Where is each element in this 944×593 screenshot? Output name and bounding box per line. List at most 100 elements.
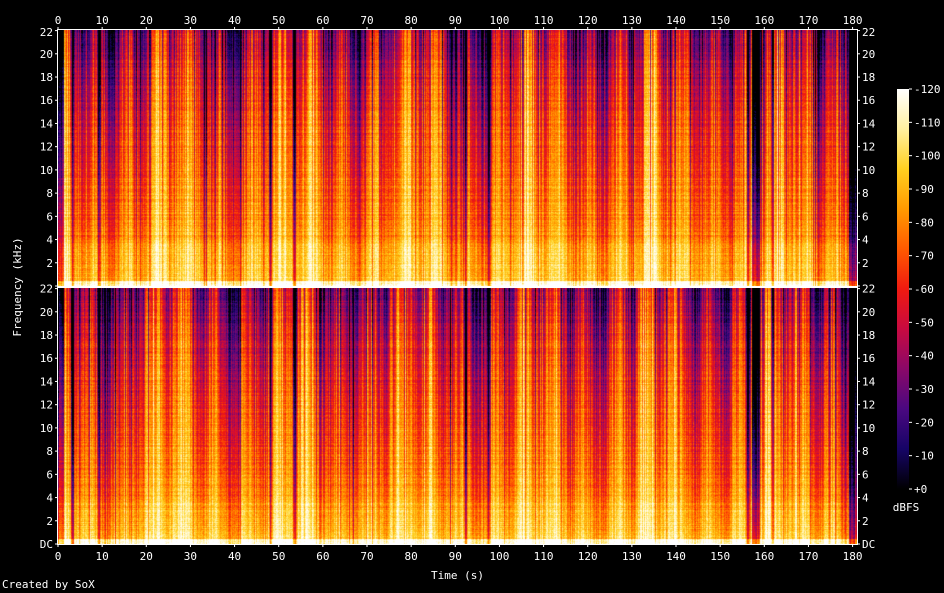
- channel-2-heatmap: [58, 288, 857, 544]
- y-tick-label: 8: [862, 187, 869, 200]
- y-tick-label: 2: [46, 515, 53, 528]
- y-tick-label: 4: [46, 234, 53, 247]
- colorbar: +0 -10 -20 -30 -40 -50 -60 -70 -80 -90 -100 -110 -12…: [893, 83, 941, 514]
- y-tick-label: 4: [46, 492, 53, 505]
- colorbar-tick-label: -110: [914, 116, 941, 129]
- y-tick-label: 12: [40, 141, 53, 154]
- credit-text: Created by SoX: [2, 578, 95, 591]
- y-tick-label: 10: [862, 422, 875, 435]
- y-tick-label: 12: [862, 141, 875, 154]
- y-tick-label: 14: [862, 117, 876, 130]
- y-tick-label: DC: [862, 538, 875, 551]
- x-tick-label: 180: [843, 550, 863, 563]
- y-tick-label: 16: [40, 94, 53, 107]
- channel-1-panel: [55, 29, 860, 287]
- colorbar-tick-label: -60: [914, 283, 934, 296]
- x-tick-label: 140: [666, 550, 686, 563]
- y-tick-label: 20: [862, 48, 875, 61]
- x-tick-label: 150: [710, 14, 730, 27]
- y-tick-label: 18: [40, 329, 53, 342]
- x-tick-label: 90: [449, 550, 462, 563]
- y-tick-label: 8: [862, 445, 869, 458]
- x-tick-label: 130: [622, 550, 642, 563]
- channel-1-heatmap: [58, 30, 857, 286]
- y-tick-label: 20: [40, 48, 53, 61]
- colorbar-tick-label: -90: [914, 183, 934, 196]
- y-tick-label: 22: [40, 283, 53, 296]
- x-tick-label: 90: [449, 14, 462, 27]
- x-tick-label: 30: [184, 14, 197, 27]
- y-axis-label: Frequency (kHz): [11, 237, 24, 336]
- y-tick-label: 14: [40, 117, 54, 130]
- colorbar-tick-label: -80: [914, 216, 934, 229]
- y-tick-label: 10: [40, 422, 53, 435]
- x-tick-label: 180: [843, 14, 863, 27]
- y-tick-label: 10: [862, 164, 875, 177]
- x-tick-label: 20: [140, 550, 153, 563]
- y-tick-label: 6: [46, 210, 53, 223]
- y-tick-label: 8: [46, 187, 53, 200]
- colorbar-gradient: [897, 89, 909, 489]
- x-tick-label: 130: [622, 14, 642, 27]
- y-tick-label: 14: [40, 375, 54, 388]
- x-tick-label: 40: [228, 14, 241, 27]
- y-tick-label: 6: [46, 468, 53, 481]
- x-tick-label: 20: [140, 14, 153, 27]
- x-tick-label: 120: [578, 14, 598, 27]
- channel-2-panel: [55, 287, 860, 545]
- x-tick-label: 60: [316, 550, 329, 563]
- x-tick-label: 110: [534, 550, 554, 563]
- colorbar-tick-label: -30: [914, 383, 934, 396]
- y-tick-label: 20: [40, 306, 53, 319]
- channel-2-frame: [57, 287, 858, 545]
- x-axis-label: Time (s): [431, 569, 484, 582]
- colorbar-tick-label: +0: [914, 483, 927, 496]
- x-tick-label: 60: [316, 14, 329, 27]
- x-tick-label: 120: [578, 550, 598, 563]
- y-tick-label: 20: [862, 306, 875, 319]
- y-tick-label: 4: [862, 234, 869, 247]
- x-tick-label: 0: [55, 550, 62, 563]
- colorbar-tick-label: -70: [914, 250, 934, 263]
- colorbar-tick-label: -10: [914, 450, 934, 463]
- y-tick-label: 22: [862, 26, 875, 39]
- x-tick-labels-top: 0 10 20 30 40 50 60 70 80 90 100 110 120 130 140 150 160…: [55, 14, 863, 30]
- y-tick-label: 8: [46, 445, 53, 458]
- x-tick-label: 30: [184, 550, 197, 563]
- x-tick-label: 50: [272, 14, 285, 27]
- x-tick-label: 170: [799, 14, 819, 27]
- x-tick-label: 100: [489, 14, 509, 27]
- y-tick-label: 14: [862, 375, 876, 388]
- y-tick-label: 4: [862, 492, 869, 505]
- x-tick-label: 110: [534, 14, 554, 27]
- x-tick-label: 150: [710, 550, 730, 563]
- colorbar-label: dBFS: [893, 501, 920, 514]
- x-tick-label: 50: [272, 550, 285, 563]
- x-tick-label: 70: [360, 550, 373, 563]
- x-tick-labels-bottom: 0 10 20 30 40 50 60 70 80 90 100 110 120 130 140 150 160…: [55, 544, 863, 563]
- y-tick-label: 12: [40, 399, 53, 412]
- y-tick-label: 6: [862, 468, 869, 481]
- x-tick-label: 70: [360, 14, 373, 27]
- y-tick-label: DC: [40, 538, 53, 551]
- y-tick-label: 16: [862, 352, 875, 365]
- colorbar-tick-label: -40: [914, 350, 934, 363]
- y-tick-label: 22: [40, 26, 53, 39]
- y-tick-label: 18: [862, 71, 875, 84]
- x-tick-label: 170: [799, 550, 819, 563]
- x-tick-label: 100: [489, 550, 509, 563]
- channels-group: [55, 29, 860, 545]
- y-tick-label: 18: [862, 329, 875, 342]
- y-tick-label: 2: [862, 257, 869, 270]
- channel-1-frame: [57, 29, 858, 287]
- y-tick-label: 12: [862, 399, 875, 412]
- y-tick-label: 22: [862, 283, 875, 296]
- colorbar-tick-label: -100: [914, 150, 941, 163]
- x-tick-label: 160: [754, 14, 774, 27]
- y-tick-label: 16: [862, 94, 875, 107]
- colorbar-tick-label: -120: [914, 83, 941, 96]
- y-tick-label: 10: [40, 164, 53, 177]
- colorbar-tick-label: -50: [914, 316, 934, 329]
